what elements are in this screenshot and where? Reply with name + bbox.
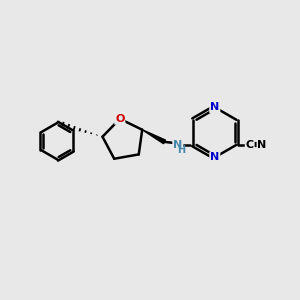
Text: N: N — [210, 152, 219, 162]
Polygon shape — [142, 130, 166, 144]
Text: O: O — [115, 114, 124, 124]
Text: N: N — [173, 140, 182, 150]
Text: C: C — [246, 140, 254, 150]
Text: N: N — [210, 102, 219, 112]
Text: H: H — [178, 145, 186, 155]
Text: N: N — [257, 140, 267, 150]
